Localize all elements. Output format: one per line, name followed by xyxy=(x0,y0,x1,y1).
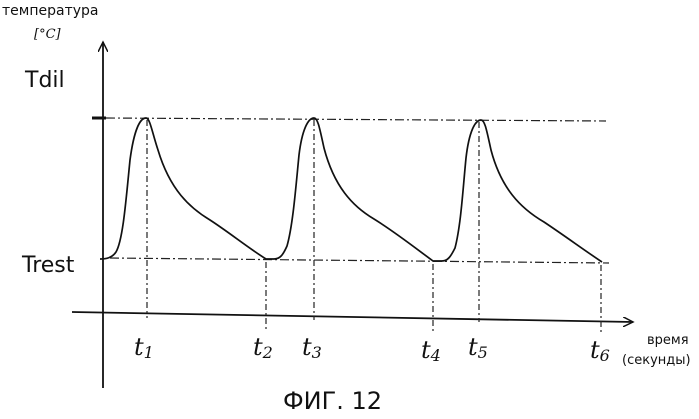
t1-label: t1 xyxy=(134,333,154,362)
t5-label: t5 xyxy=(468,333,488,362)
t2-label: t2 xyxy=(253,333,273,362)
tdil-level-label: Tdil xyxy=(24,68,65,93)
x-axis-label: время xyxy=(647,333,689,348)
tdil-guide-line xyxy=(106,118,606,121)
t4-label: t4 xyxy=(421,336,441,365)
trest-level-label: Trest xyxy=(21,253,75,278)
t3-label: t3 xyxy=(302,333,322,362)
t6-label: t6 xyxy=(590,336,610,365)
x-axis-unit: (секунды) xyxy=(622,353,691,368)
y-axis-unit: [°C] xyxy=(34,27,62,42)
y-axis-label: температура xyxy=(2,3,98,19)
temperature-curve xyxy=(100,118,602,262)
x-axis xyxy=(72,312,633,322)
trest-guide-line xyxy=(110,258,609,263)
figure-caption: ФИГ. 12 xyxy=(283,387,382,415)
